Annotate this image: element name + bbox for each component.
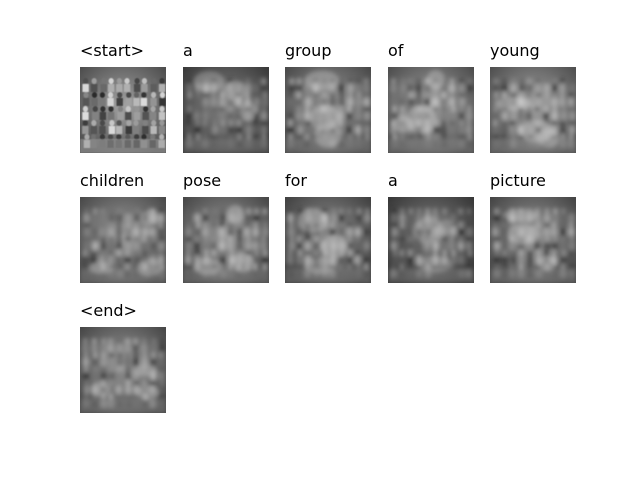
caption-word-label: <end> <box>80 301 137 320</box>
attention-map-image <box>388 197 474 283</box>
caption-word-label: group <box>285 41 332 60</box>
caption-word-label: <start> <box>80 41 145 60</box>
attention-map-image <box>388 67 474 153</box>
attention-map-image <box>490 67 576 153</box>
caption-word-label: pose <box>183 171 222 190</box>
original-photo-image <box>80 67 166 153</box>
attention-map-image <box>285 67 371 153</box>
attention-map-image <box>183 197 269 283</box>
attention-map-image <box>285 197 371 283</box>
caption-word-label: picture <box>490 171 546 190</box>
caption-word-label: young <box>490 41 540 60</box>
caption-word-label: of <box>388 41 404 60</box>
caption-word-label: a <box>388 171 398 190</box>
caption-word-label: a <box>183 41 193 60</box>
attention-map-image <box>490 197 576 283</box>
attention-map-image <box>80 197 166 283</box>
caption-word-label: for <box>285 171 307 190</box>
caption-word-label: children <box>80 171 145 190</box>
attention-map-image <box>183 67 269 153</box>
attention-map-image <box>80 327 166 413</box>
